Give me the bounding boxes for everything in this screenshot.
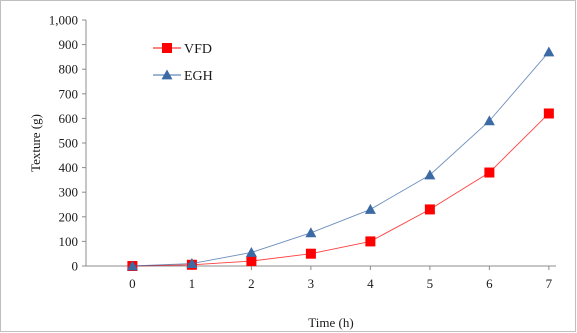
legend-vfd-marker [162, 43, 172, 53]
x-tick-label: 2 [248, 276, 255, 291]
x-tick-label: 5 [427, 276, 434, 291]
y-tick-label: 300 [59, 185, 79, 200]
y-tick-label: 0 [72, 259, 79, 274]
y-axis-ticks: 0 100 200 300 400 500 600 700 800 900 1,000 [49, 13, 86, 274]
y-tick-label: 600 [59, 111, 79, 126]
x-tick-label: 1 [189, 276, 196, 291]
series-egh-line [132, 51, 550, 267]
series-vfd-point [305, 248, 316, 259]
series-egh-point [543, 46, 555, 57]
y-tick-label: 900 [59, 37, 79, 52]
y-tick-label: 500 [59, 136, 79, 151]
series-egh-point [126, 260, 138, 271]
y-tick-label: 100 [59, 234, 79, 249]
x-tick-label: 0 [129, 276, 136, 291]
y-axis-title: Texture (g) [28, 114, 43, 172]
legend: VFD EGH [153, 42, 213, 84]
series-egh-point [245, 246, 257, 257]
series-egh-point [364, 203, 376, 214]
y-tick-label: 400 [59, 160, 79, 175]
y-tick-label: 700 [59, 86, 79, 101]
y-tick-label: 1,000 [49, 13, 78, 28]
x-axis-title: Time (h) [308, 315, 353, 330]
series-vfd-point [246, 256, 257, 267]
series-egh-point [186, 258, 198, 268]
x-tick-label: 6 [486, 276, 493, 291]
series-vfd-point [484, 167, 495, 178]
legend-vfd-label: VFD [184, 42, 212, 57]
x-tick-label: 4 [367, 276, 374, 291]
y-tick-label: 200 [59, 209, 79, 224]
series-vfd-point [424, 204, 435, 215]
series-egh-point [424, 169, 436, 180]
series-layer [126, 46, 555, 271]
series-vfd-point [365, 236, 376, 247]
series-egh-point [305, 227, 317, 238]
x-axis-ticks: 0 1 2 3 4 5 6 7 [129, 266, 553, 291]
series-egh-point [483, 115, 495, 126]
y-tick-label: 800 [59, 62, 79, 77]
legend-egh-label: EGH [184, 69, 213, 84]
series-vfd-line [132, 113, 550, 267]
x-tick-label: 3 [308, 276, 315, 291]
x-tick-label: 7 [546, 276, 553, 291]
legend-egh-marker [161, 69, 173, 80]
series-vfd-point [543, 108, 554, 119]
